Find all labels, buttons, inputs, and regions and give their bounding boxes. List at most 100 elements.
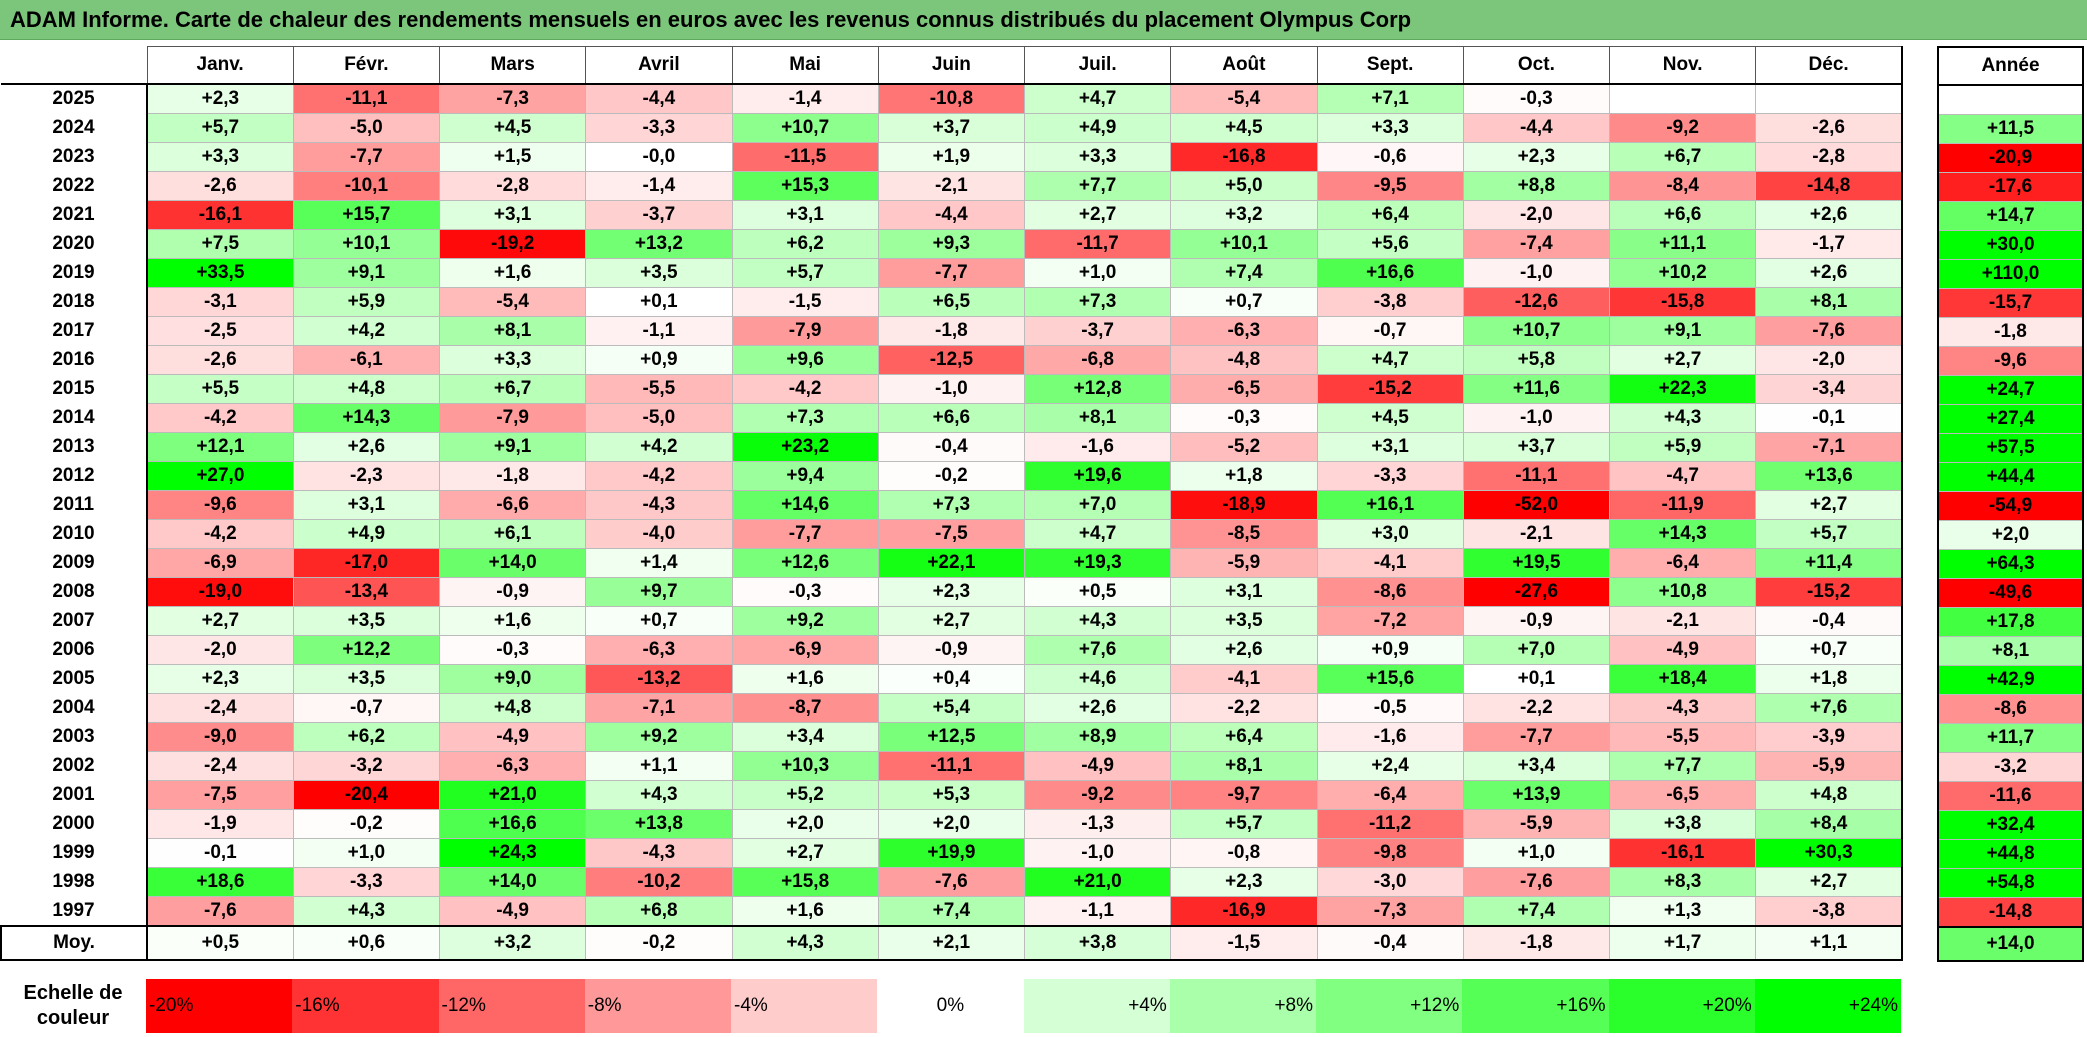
- heatmap-cell: +18,4: [1608, 664, 1757, 694]
- heatmap-cell: -16,1: [1608, 838, 1757, 868]
- year-label: 2008: [1, 577, 148, 607]
- average-cell: +3,8: [1023, 925, 1172, 961]
- annual-cell: +24,7: [1937, 375, 2084, 405]
- heatmap-cell: -11,1: [1462, 461, 1611, 491]
- scale-swatch: +8%: [1169, 979, 1316, 1033]
- heatmap-cell: +10,3: [731, 751, 879, 781]
- heatmap-cell: +3,4: [1462, 751, 1611, 781]
- scale-swatch: +24%: [1754, 979, 1901, 1033]
- heatmap-cell: +2,6: [1023, 693, 1172, 723]
- average-cell: +3,2: [438, 925, 587, 961]
- year-row: 2024 +5,7 -5,0 +4,5 -3,3 +10,7 +3,7 +4,9 +4,5 +3,…: [1, 113, 1904, 143]
- heatmap-cell: +0,7: [1170, 287, 1318, 317]
- heatmap-cell: +24,3: [438, 838, 587, 868]
- heatmap-cell: +2,7: [731, 838, 879, 868]
- heatmap-cell: +2,7: [1755, 490, 1904, 520]
- heatmap-cell: +9,7: [585, 577, 733, 607]
- annual-cell: +44,4: [1937, 462, 2084, 492]
- heatmap-cell: -4,4: [877, 200, 1026, 230]
- heatmap-cell: -2,2: [1170, 693, 1318, 723]
- year-label: 2005: [1, 664, 148, 694]
- scale-swatch: +20%: [1608, 979, 1755, 1033]
- heatmap-cell: +11,1: [1608, 229, 1757, 259]
- heatmap-cell: +4,5: [1170, 113, 1318, 143]
- heatmap-cell: +4,5: [438, 113, 587, 143]
- heatmap-cell: +7,7: [1608, 751, 1757, 781]
- heatmap-cell: +2,6: [1170, 635, 1318, 665]
- heatmap-cell: -15,8: [1608, 287, 1757, 317]
- heatmap-cell: +0,4: [877, 664, 1026, 694]
- heatmap-cell: -3,0: [1316, 867, 1464, 897]
- corner-cell: [1, 46, 147, 85]
- heatmap-cell: +19,6: [1023, 461, 1172, 491]
- heatmap-cell: -1,1: [585, 316, 733, 346]
- heatmap-cell: -18,9: [1170, 490, 1318, 520]
- month-header: Janv.: [146, 46, 294, 85]
- heatmap-cell: [1608, 83, 1757, 114]
- heatmap-cell: +13,6: [1755, 461, 1904, 491]
- heatmap-cell: +11,6: [1462, 374, 1611, 404]
- annual-cell: +8,1: [1937, 636, 2084, 666]
- heatmap-cell: +5,9: [292, 287, 441, 317]
- heatmap-cell: -1,9: [146, 809, 294, 839]
- heatmap-cell: -6,5: [1608, 780, 1757, 810]
- annual-cell: +11,7: [1937, 723, 2084, 753]
- heatmap-cell: -3,3: [1316, 461, 1464, 491]
- heatmap-cell: +15,3: [731, 171, 879, 201]
- year-row: 2011 -9,6 +3,1 -6,6 -4,3 +14,6 +7,3 +7,0 -18,9 +1…: [1, 490, 1904, 520]
- heatmap-cell: +5,4: [877, 693, 1026, 723]
- year-row: 2015 +5,5 +4,8 +6,7 -5,5 -4,2 -1,0 +12,8 -6,5 -15…: [1, 374, 1904, 404]
- heatmap-cell: +4,5: [1316, 403, 1464, 433]
- month-header: Févr.: [292, 46, 441, 85]
- heatmap-cell: +3,4: [731, 722, 879, 752]
- heatmap-cell: +21,0: [1023, 867, 1172, 897]
- heatmap-cell: -3,2: [292, 751, 441, 781]
- heatmap-cell: -1,8: [438, 461, 587, 491]
- heatmap-cell: +5,7: [1755, 519, 1904, 549]
- heatmap-cell: -15,2: [1755, 577, 1904, 607]
- year-row: 2009 -6,9 -17,0 +14,0 +1,4 +12,6 +22,1 +19,3 -5,…: [1, 548, 1904, 578]
- heatmap-cell: +3,0: [1316, 519, 1464, 549]
- heatmap-cell: +2,3: [146, 664, 294, 694]
- heatmap-cell: -3,3: [292, 867, 441, 897]
- heatmap-cell: -1,0: [1023, 838, 1172, 868]
- heatmap-cell: +16,6: [1316, 258, 1464, 288]
- heatmap-cell: -3,7: [1023, 316, 1172, 346]
- heatmap-cell: -7,7: [292, 142, 441, 172]
- heatmap-cell: -7,7: [877, 258, 1026, 288]
- annual-cell: +30,0: [1937, 230, 2084, 260]
- heatmap-cell: -11,1: [292, 83, 441, 114]
- heatmap-cell: -5,4: [438, 287, 587, 317]
- year-label: 2003: [1, 722, 148, 752]
- heatmap-cell: -3,1: [146, 287, 294, 317]
- year-row: 2018 -3,1 +5,9 -5,4 +0,1 -1,5 +6,5 +7,3 +0,7 -3,8…: [1, 287, 1904, 317]
- year-row: 1998 +18,6 -3,3 +14,0 -10,2 +15,8 -7,6 +21,0 +2,…: [1, 867, 1904, 897]
- heatmap-cell: +8,4: [1755, 809, 1904, 839]
- heatmap-cell: +3,5: [292, 664, 441, 694]
- year-label: 2011: [1, 490, 148, 520]
- heatmap-cell: -1,7: [1755, 229, 1904, 259]
- heatmap-cell: +6,7: [438, 374, 587, 404]
- heatmap-cell: -20,4: [292, 780, 441, 810]
- heatmap-cell: +5,5: [146, 374, 294, 404]
- heatmap-cell: -5,5: [585, 374, 733, 404]
- heatmap-cell: -5,0: [585, 403, 733, 433]
- month-header: Mai: [731, 46, 879, 85]
- heatmap-cell: -2,6: [146, 171, 294, 201]
- heatmap-cell: -11,9: [1608, 490, 1757, 520]
- heatmap-cell: -6,4: [1316, 780, 1464, 810]
- year-row: 2020 +7,5 +10,1 -19,2 +13,2 +6,2 +9,3 -11,7 +10,…: [1, 229, 1904, 259]
- heatmap-cell: +8,8: [1462, 171, 1611, 201]
- heatmap-cell: +4,3: [1023, 606, 1172, 636]
- heatmap-cell: +3,7: [1462, 432, 1611, 462]
- annual-cell: +2,0: [1937, 520, 2084, 550]
- heatmap-cell: +3,3: [438, 345, 587, 375]
- heatmap-cell: -6,4: [1608, 548, 1757, 578]
- heatmap-cell: -7,7: [731, 519, 879, 549]
- heatmap-cell: -5,9: [1755, 751, 1904, 781]
- heatmap-cell: +12,2: [292, 635, 441, 665]
- heatmap-cell: -7,6: [1755, 316, 1904, 346]
- year-label: 1999: [1, 838, 148, 868]
- heatmap-cell: -0,6: [1316, 142, 1464, 172]
- average-row: Moy. +0,5 +0,6 +3,2 -0,2 +4,3 +2,1 +3,8 -1,5 -0,4…: [0, 925, 1904, 961]
